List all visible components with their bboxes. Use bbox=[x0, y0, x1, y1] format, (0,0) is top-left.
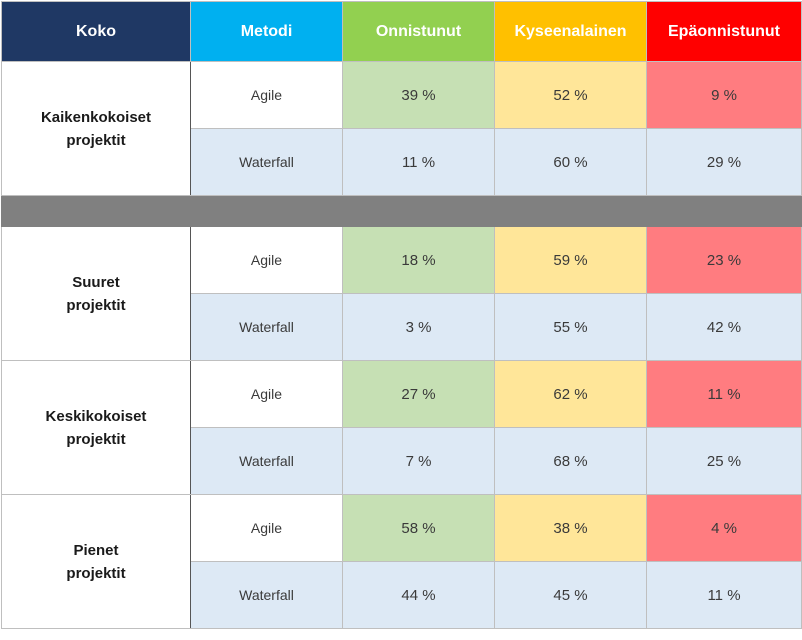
size-label: projektit bbox=[66, 564, 126, 582]
onnistunut-cell: 3 % bbox=[342, 293, 495, 361]
kyseenalainen-cell: 60 % bbox=[494, 128, 647, 196]
epaonnistunut-cell: 23 % bbox=[646, 226, 802, 294]
onnistunut-cell: 11 % bbox=[342, 128, 495, 196]
kyseenalainen-cell: 38 % bbox=[494, 494, 647, 562]
method-cell: Agile bbox=[190, 494, 343, 562]
separator-cell bbox=[342, 195, 495, 227]
table-row: Waterfall 7 % 68 % 25 % bbox=[2, 427, 802, 495]
onnistunut-cell: 27 % bbox=[342, 360, 495, 428]
header-row: Koko Metodi Onnistunut Kyseenalainen Epä… bbox=[1, 1, 802, 62]
size-cell: Pienet projektit bbox=[1, 494, 191, 629]
onnistunut-cell: 18 % bbox=[342, 226, 495, 294]
table-row: Waterfall 11 % 60 % 29 % bbox=[2, 128, 802, 196]
epaonnistunut-cell: 25 % bbox=[646, 427, 802, 495]
size-cell: Kaikenkokoiset projektit bbox=[1, 61, 191, 196]
separator-cell bbox=[494, 195, 647, 227]
onnistunut-cell: 39 % bbox=[342, 61, 495, 129]
onnistunut-cell: 58 % bbox=[342, 494, 495, 562]
method-cell: Waterfall bbox=[190, 561, 343, 629]
header-onnistunut: Onnistunut bbox=[342, 1, 495, 62]
onnistunut-cell: 44 % bbox=[342, 561, 495, 629]
onnistunut-cell: 7 % bbox=[342, 427, 495, 495]
size-label: Kaikenkokoiset bbox=[40, 108, 152, 126]
table-row: Waterfall 3 % 55 % 42 % bbox=[2, 293, 802, 361]
header-koko: Koko bbox=[1, 1, 191, 62]
size-label: projektit bbox=[66, 131, 126, 149]
table-row: Pienet projektit Agile 58 % 38 % 4 % bbox=[1, 494, 802, 629]
epaonnistunut-cell: 9 % bbox=[646, 61, 802, 129]
method-cell: Agile bbox=[190, 360, 343, 428]
epaonnistunut-cell: 4 % bbox=[646, 494, 802, 562]
epaonnistunut-cell: 11 % bbox=[646, 360, 802, 428]
size-cell: Suuret projektit bbox=[1, 226, 191, 361]
size-label: Pienet bbox=[73, 541, 119, 559]
table-row: Suuret projektit Agile 18 % 59 % 23 % bbox=[1, 226, 802, 361]
header-kyseenalainen: Kyseenalainen bbox=[494, 1, 647, 62]
epaonnistunut-cell: 42 % bbox=[646, 293, 802, 361]
separator-cell bbox=[646, 195, 802, 227]
size-label: Suuret bbox=[72, 273, 120, 291]
method-cell: Agile bbox=[190, 61, 343, 129]
method-cell: Waterfall bbox=[190, 293, 343, 361]
size-label: projektit bbox=[66, 296, 126, 314]
separator-row bbox=[1, 195, 802, 227]
table-row: Keskikokoiset projektit Agile 27 % 62 % … bbox=[1, 360, 802, 495]
table-row: Kaikenkokoiset projektit Agile 39 % 52 %… bbox=[1, 61, 802, 196]
table-row: Waterfall 44 % 45 % 11 % bbox=[2, 561, 802, 629]
kyseenalainen-cell: 59 % bbox=[494, 226, 647, 294]
size-label: projektit bbox=[66, 430, 126, 448]
kyseenalainen-cell: 62 % bbox=[494, 360, 647, 428]
kyseenalainen-cell: 45 % bbox=[494, 561, 647, 629]
method-cell: Waterfall bbox=[190, 128, 343, 196]
separator-cell bbox=[190, 195, 343, 227]
separator-cell bbox=[1, 195, 191, 227]
header-metodi: Metodi bbox=[190, 1, 343, 62]
kyseenalainen-cell: 55 % bbox=[494, 293, 647, 361]
epaonnistunut-cell: 11 % bbox=[646, 561, 802, 629]
header-epaonnistunut: Epäonnistunut bbox=[646, 1, 802, 62]
size-cell: Keskikokoiset projektit bbox=[1, 360, 191, 495]
size-label: Keskikokoiset bbox=[45, 407, 147, 425]
kyseenalainen-cell: 52 % bbox=[494, 61, 647, 129]
epaonnistunut-cell: 29 % bbox=[646, 128, 802, 196]
kyseenalainen-cell: 68 % bbox=[494, 427, 647, 495]
method-cell: Waterfall bbox=[190, 427, 343, 495]
method-cell: Agile bbox=[190, 226, 343, 294]
